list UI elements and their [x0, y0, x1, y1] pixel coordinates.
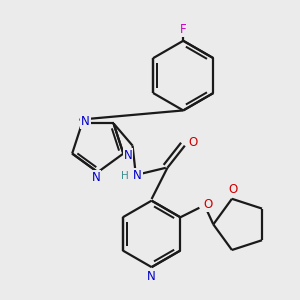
Text: N: N: [92, 171, 100, 184]
Text: O: O: [188, 136, 197, 149]
Text: N: N: [147, 269, 156, 283]
Text: N: N: [124, 149, 133, 162]
Text: H: H: [121, 171, 128, 181]
Text: O: O: [204, 198, 213, 211]
Text: N: N: [133, 169, 142, 182]
Text: N: N: [81, 116, 90, 128]
Text: F: F: [180, 23, 187, 36]
Text: O: O: [229, 183, 238, 196]
